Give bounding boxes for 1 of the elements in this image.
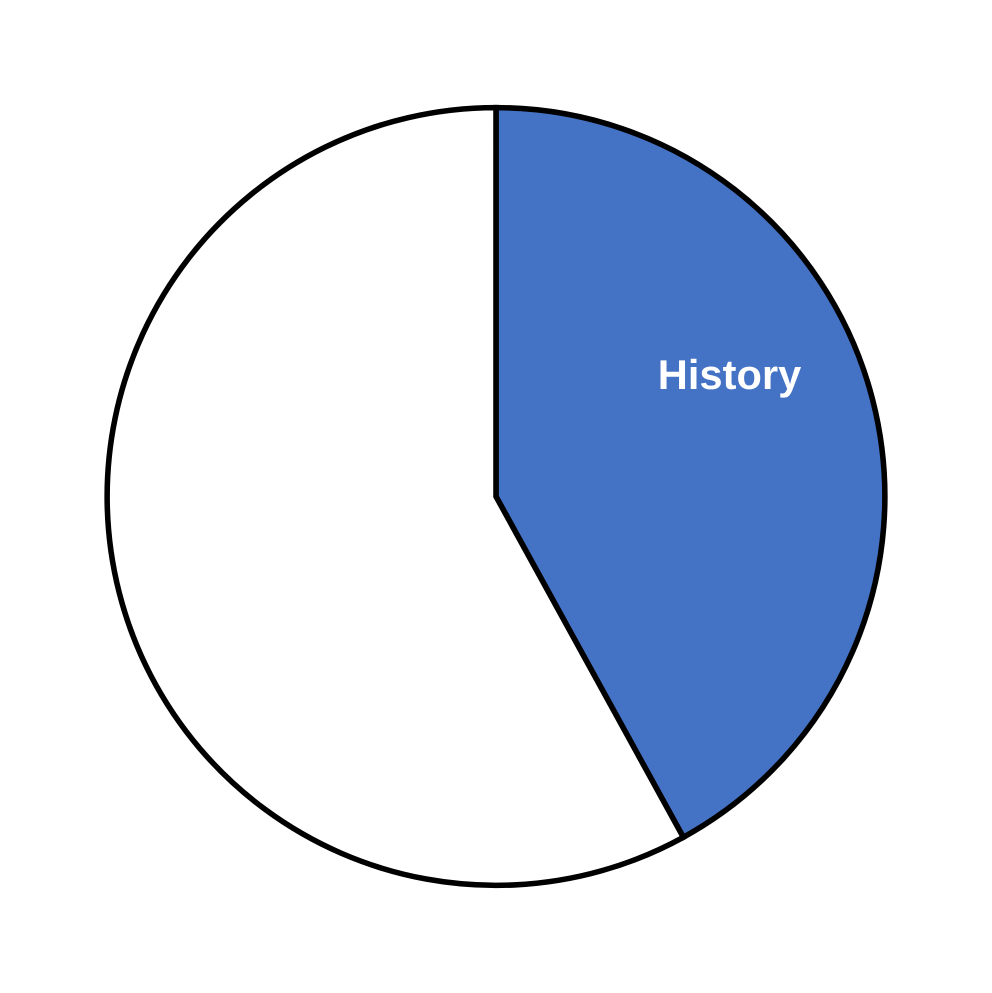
slice-label: History — [660, 358, 802, 398]
